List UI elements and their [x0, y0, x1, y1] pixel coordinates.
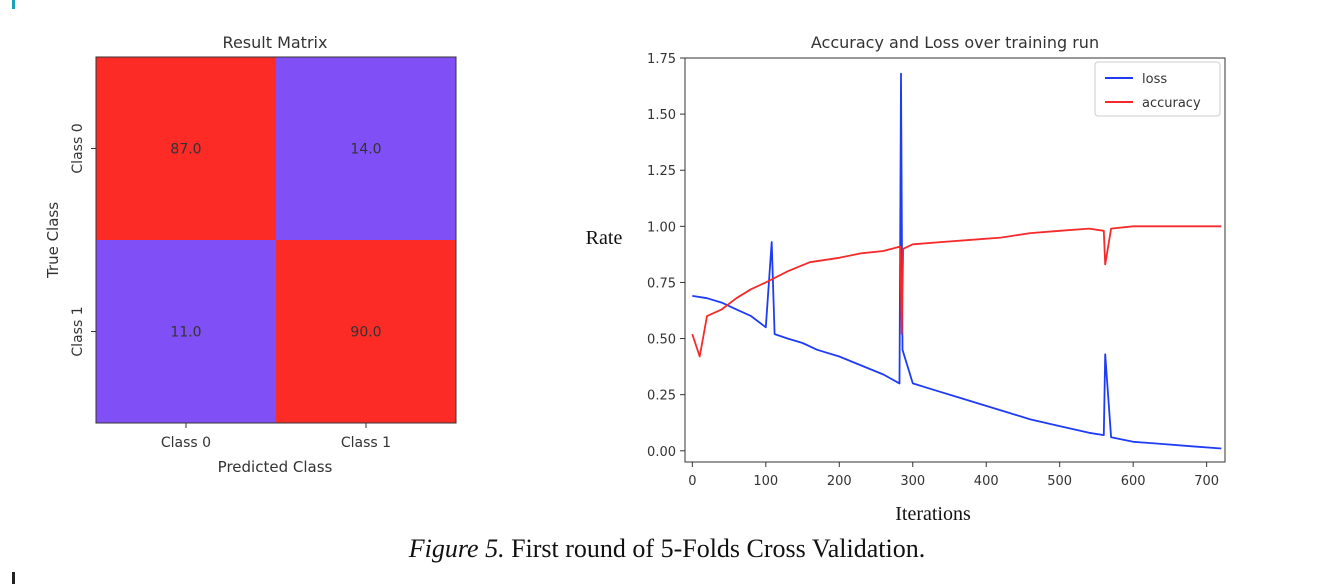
matrix-xtick-label: Class 1 — [341, 435, 391, 451]
matrix-cell-label: 11.0 — [170, 325, 201, 341]
line-chart-xtick-label: 600 — [1121, 474, 1146, 489]
matrix-cell — [96, 57, 276, 240]
line-chart-xtick-label: 700 — [1194, 474, 1219, 489]
line-chart-xtick-label: 400 — [974, 474, 999, 489]
training-line-chart: Accuracy and Loss over training run 0 100… — [586, 33, 1226, 525]
line-chart-xtick-label: 100 — [753, 474, 778, 489]
matrix-frame — [95, 56, 457, 424]
line-chart-ytick-label: 1.50 — [647, 108, 676, 123]
matrix-ylabel: True Class — [44, 202, 62, 279]
matrix-xlabel: Predicted Class — [218, 458, 333, 476]
line-chart-ytick-label: 1.00 — [647, 220, 676, 235]
matrix-cell — [276, 240, 456, 423]
legend-label-loss: loss — [1142, 72, 1167, 87]
matrix-xtick-label: Class 0 — [161, 435, 211, 451]
series-line-loss — [692, 72, 1222, 450]
matrix-title: Result Matrix — [223, 33, 328, 52]
matrix-ytick-label: Class 1 — [70, 306, 86, 356]
line-chart-ytick-label: 0.50 — [647, 333, 676, 348]
line-chart-ylabel: Rate — [586, 227, 623, 249]
line-chart-xtick-label: 300 — [900, 474, 925, 489]
line-chart-ytick-label: 0.75 — [647, 276, 676, 291]
line-chart-xtick-label: 500 — [1047, 474, 1072, 489]
line-chart-ytick-label: 0.00 — [647, 445, 676, 460]
matrix-cell-label: 87.0 — [170, 142, 201, 158]
legend-label-accuracy: accuracy — [1142, 96, 1201, 111]
matrix-cell-label: 90.0 — [350, 325, 381, 341]
line-chart-xtick-label: 200 — [827, 474, 852, 489]
line-chart-frame — [684, 57, 1226, 463]
corner-mark-top — [12, 0, 15, 9]
series-line-accuracy — [691, 225, 1222, 358]
figure-caption-text: First round of 5-Folds Cross Validation. — [504, 534, 926, 563]
figure-label: Figure 5. — [408, 534, 505, 563]
matrix-cell — [276, 57, 456, 240]
line-chart-ytick-label: 1.25 — [647, 164, 676, 179]
line-chart-ytick-label: 0.25 — [647, 389, 676, 404]
line-chart-xlabel: Iterations — [895, 503, 971, 525]
result-matrix-chart: Result Matrix 87.0 14.0 11.0 90.0 Class 0 Cl… — [44, 33, 457, 476]
matrix-ytick-label: Class 0 — [70, 123, 86, 173]
line-chart-title: Accuracy and Loss over training run — [811, 33, 1099, 52]
figure-caption: Figure 5. First round of 5-Folds Cross V… — [0, 534, 1334, 564]
matrix-cell — [96, 240, 276, 423]
corner-mark-bottom — [12, 572, 15, 584]
matrix-cell-label: 14.0 — [350, 142, 381, 158]
line-chart-xtick-label: 0 — [688, 474, 696, 489]
line-chart-ytick-label: 1.75 — [647, 52, 676, 67]
